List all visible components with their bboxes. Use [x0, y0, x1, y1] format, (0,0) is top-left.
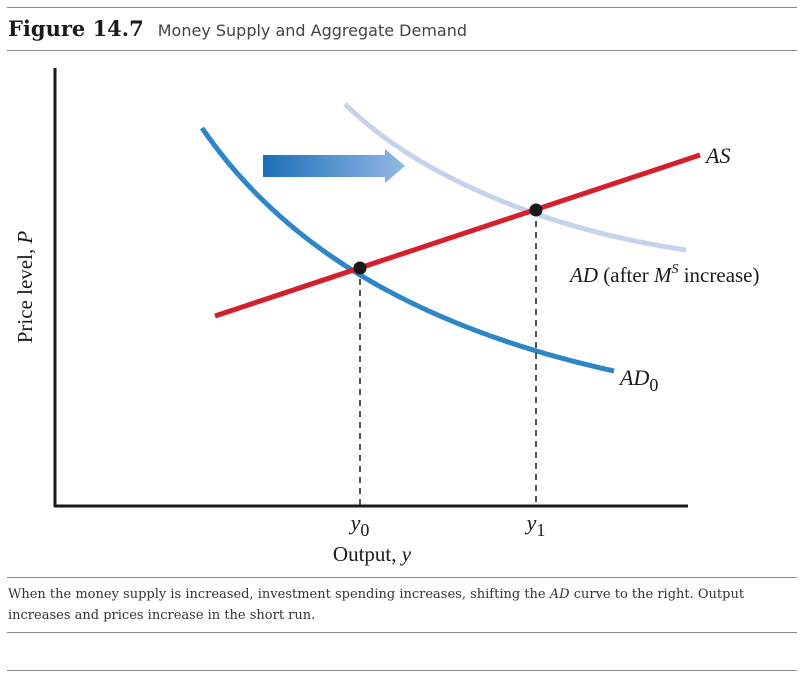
equilibrium-point-initial — [353, 261, 367, 275]
ad-after-label: AD (after MS increase) — [568, 262, 760, 287]
ad-after-label-text: AD (after MS increase) — [568, 262, 760, 287]
as-label: AS — [704, 143, 730, 168]
tick-label-y0: y0 — [349, 510, 370, 540]
shift-right-arrow-icon — [263, 149, 405, 183]
top-rule — [7, 7, 797, 8]
x-axis-label: Output, y — [333, 542, 412, 566]
aggregate-demand-diagram: AS AD (after MS increase) AD0 y0 y1 Outp… — [13, 68, 760, 566]
caption-ad-term: AD — [549, 587, 570, 602]
ad0-label-text: AD0 — [618, 365, 658, 395]
y-axis-label: Price level, P — [13, 231, 37, 344]
figure-caption: When the money supply is increased, inve… — [8, 584, 794, 626]
caption-rule — [7, 632, 797, 633]
caption-text-before: When the money supply is increased, inve… — [8, 587, 550, 602]
ad0-label: AD0 — [618, 365, 658, 395]
header-rule — [7, 50, 797, 51]
figure-title: Money Supply and Aggregate Demand — [157, 21, 468, 40]
ad0-curve — [199, 126, 615, 374]
caption-text-after: curve to the right. Output increases and… — [8, 587, 745, 623]
caption-top-rule — [7, 577, 797, 578]
figure-header: Figure 14.7 Money Supply and Aggregate D… — [8, 16, 467, 46]
equilibrium-point-new — [529, 203, 543, 217]
ad-after-curve — [343, 102, 687, 253]
tick-label-y1: y1 — [525, 510, 546, 540]
as-curve — [214, 152, 701, 319]
bottom-rule — [7, 670, 797, 671]
figure-number: Figure 14.7 — [8, 16, 144, 41]
